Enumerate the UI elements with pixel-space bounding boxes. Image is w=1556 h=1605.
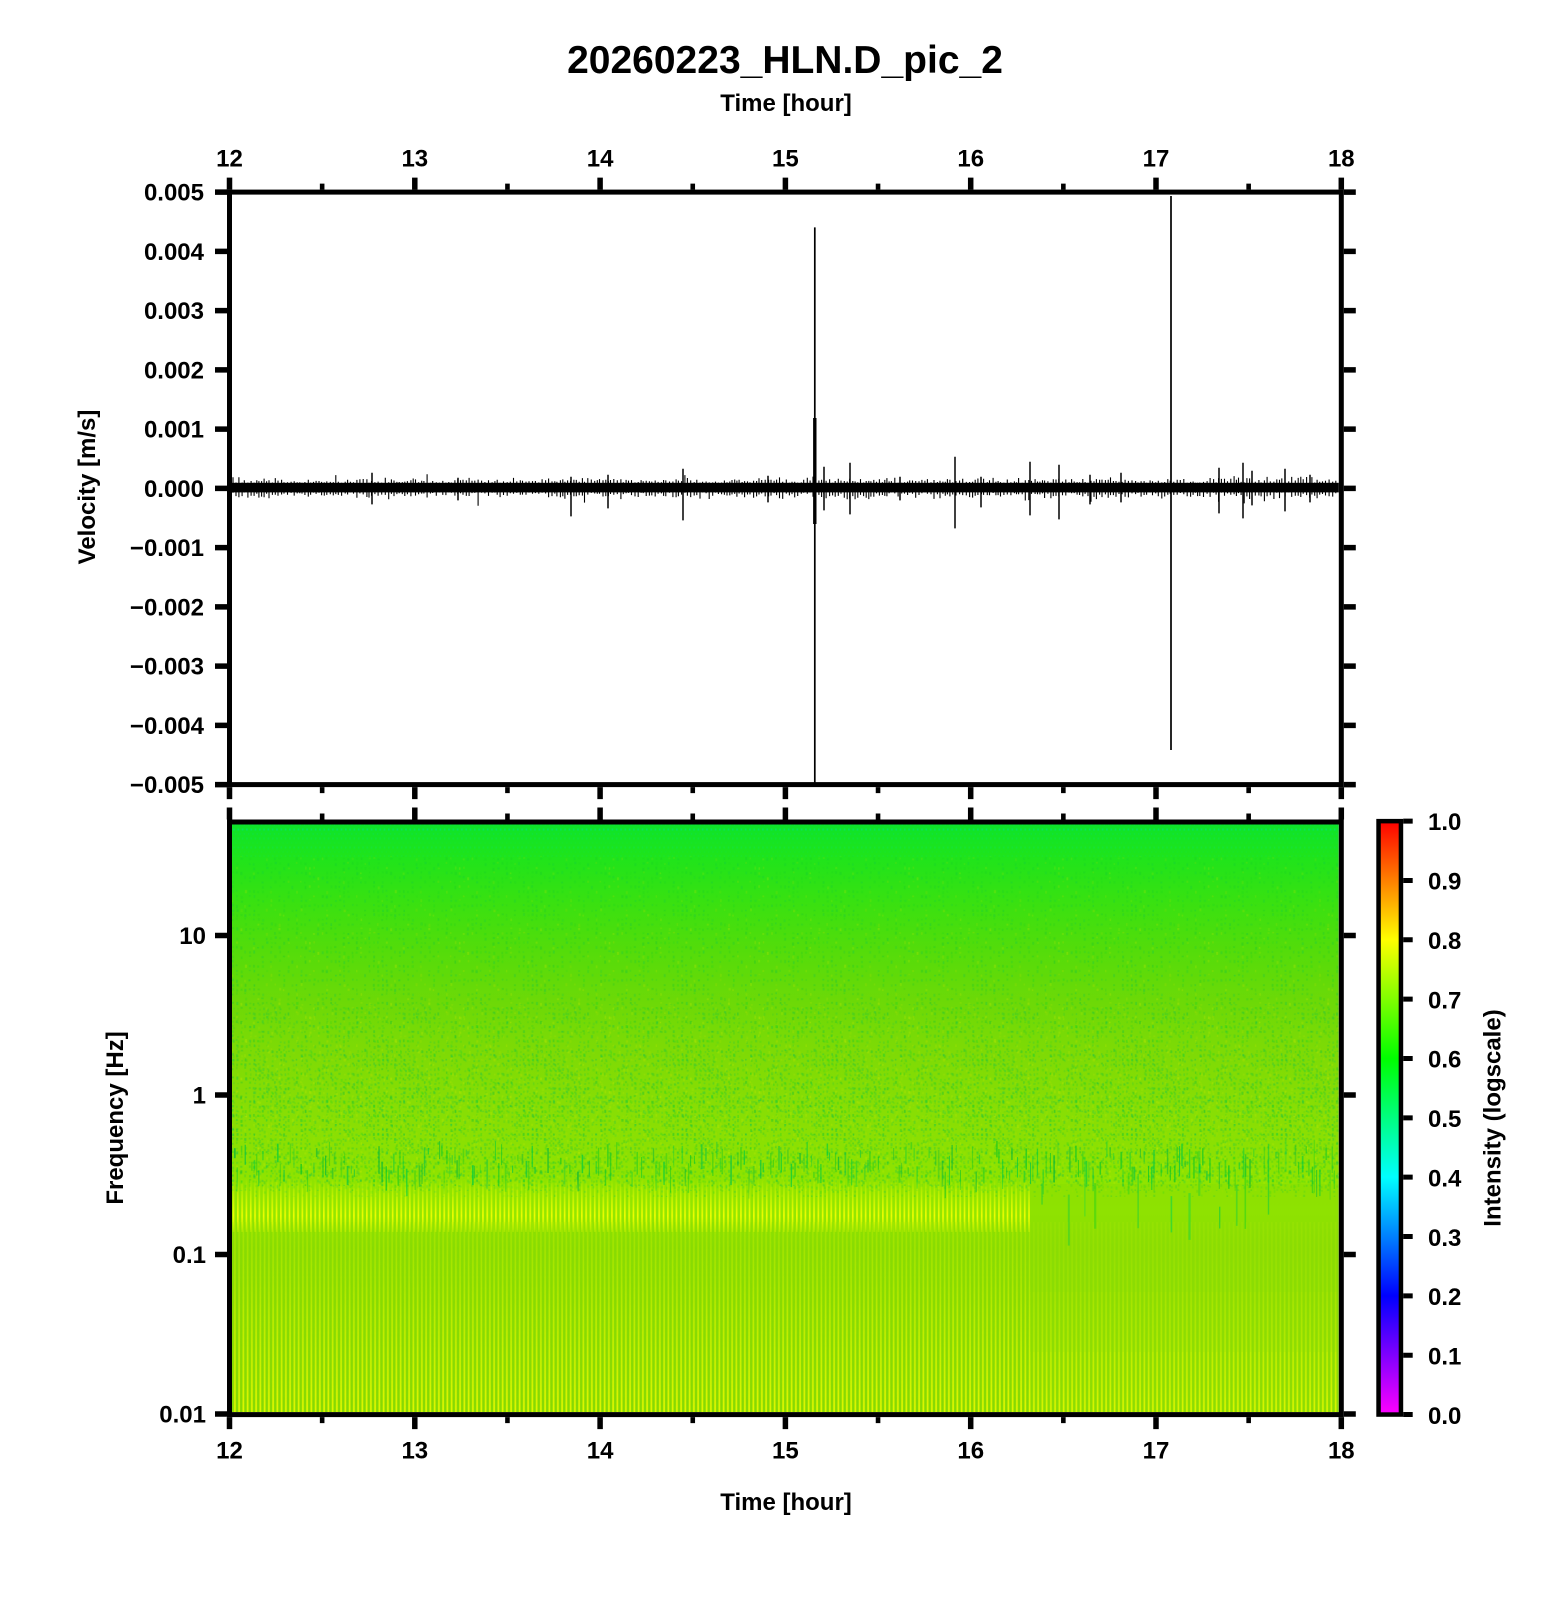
- svg-text:0.5: 0.5: [1428, 1106, 1461, 1133]
- svg-text:Intensity (logscale): Intensity (logscale): [1480, 1009, 1507, 1226]
- svg-text:15: 15: [772, 146, 799, 173]
- svg-text:Time [hour]: Time [hour]: [720, 90, 852, 117]
- svg-text:−0.002: −0.002: [130, 594, 204, 621]
- svg-text:0.004: 0.004: [144, 239, 205, 266]
- svg-text:17: 17: [1143, 146, 1170, 173]
- svg-text:0.0: 0.0: [1428, 1403, 1461, 1430]
- svg-text:0.3: 0.3: [1428, 1225, 1461, 1252]
- svg-text:0.001: 0.001: [144, 417, 204, 444]
- svg-text:Frequency [Hz]: Frequency [Hz]: [102, 1031, 129, 1204]
- svg-text:16: 16: [957, 146, 984, 173]
- svg-text:13: 13: [401, 1438, 428, 1465]
- svg-text:0.002: 0.002: [144, 357, 204, 384]
- svg-text:−0.005: −0.005: [130, 772, 204, 799]
- svg-text:−0.001: −0.001: [130, 535, 204, 562]
- svg-text:Time [hour]: Time [hour]: [720, 1489, 852, 1516]
- svg-text:14: 14: [587, 1438, 614, 1465]
- svg-text:−0.004: −0.004: [130, 713, 205, 740]
- svg-text:18: 18: [1328, 1438, 1355, 1465]
- svg-text:18: 18: [1328, 146, 1355, 173]
- svg-text:0.8: 0.8: [1428, 928, 1461, 955]
- svg-text:10: 10: [179, 923, 206, 950]
- svg-text:0.005: 0.005: [144, 180, 204, 207]
- svg-text:0.1: 0.1: [173, 1242, 206, 1269]
- svg-text:16: 16: [957, 1438, 984, 1465]
- svg-text:0.7: 0.7: [1428, 987, 1461, 1014]
- svg-text:0.4: 0.4: [1428, 1165, 1462, 1192]
- svg-text:−0.003: −0.003: [130, 654, 204, 681]
- svg-text:15: 15: [772, 1438, 799, 1465]
- svg-text:0.000: 0.000: [144, 476, 204, 503]
- svg-text:1: 1: [193, 1083, 206, 1110]
- svg-text:0.1: 0.1: [1428, 1344, 1461, 1371]
- svg-text:0.2: 0.2: [1428, 1284, 1461, 1311]
- svg-text:20260223_HLN.D_pic_2: 20260223_HLN.D_pic_2: [567, 39, 1003, 82]
- svg-text:1.0: 1.0: [1428, 809, 1461, 836]
- svg-text:0.6: 0.6: [1428, 1047, 1461, 1074]
- svg-text:12: 12: [216, 146, 243, 173]
- svg-text:17: 17: [1143, 1438, 1170, 1465]
- svg-text:0.9: 0.9: [1428, 869, 1461, 896]
- svg-text:Velocity [m/s]: Velocity [m/s]: [74, 410, 101, 565]
- svg-text:0.003: 0.003: [144, 298, 204, 325]
- svg-text:13: 13: [401, 146, 428, 173]
- svg-text:14: 14: [587, 146, 614, 173]
- svg-text:0.01: 0.01: [159, 1402, 206, 1429]
- svg-text:12: 12: [216, 1438, 243, 1465]
